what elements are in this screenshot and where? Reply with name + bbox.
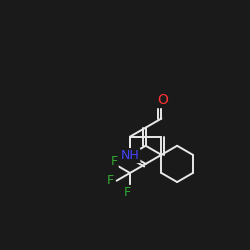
Text: F: F [110, 155, 118, 168]
Text: F: F [107, 174, 114, 187]
Text: F: F [124, 186, 131, 199]
Text: O: O [157, 93, 168, 107]
Text: NH: NH [120, 149, 139, 162]
